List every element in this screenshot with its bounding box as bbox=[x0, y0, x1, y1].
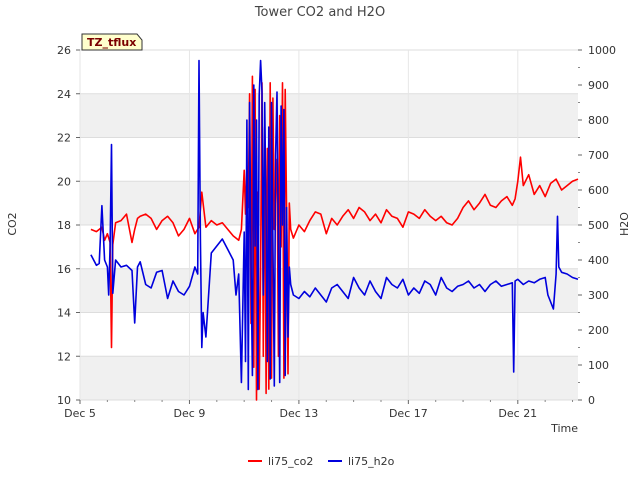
y-right-tick-label: 800 bbox=[588, 114, 609, 127]
legend-label-co2: li75_co2 bbox=[268, 455, 313, 468]
site-badge-box bbox=[81, 33, 143, 51]
y-left-tick-label: 22 bbox=[57, 132, 71, 145]
y-right-tick-label: 300 bbox=[588, 289, 609, 302]
y-right-tick-label: 900 bbox=[588, 79, 609, 92]
site-badge-label: TZ_tflux bbox=[87, 36, 136, 49]
chart-title: Tower CO2 and H2O bbox=[254, 5, 385, 20]
y-right-tick-label: 200 bbox=[588, 324, 609, 337]
x-tick-label: Dec 17 bbox=[389, 407, 428, 420]
grid-bands bbox=[80, 93, 578, 400]
y-left-tick-label: 16 bbox=[57, 263, 71, 276]
y-right-tick-label: 0 bbox=[588, 394, 595, 407]
y-right-tick-label: 600 bbox=[588, 184, 609, 197]
x-axis-label: Time bbox=[550, 422, 578, 435]
y-left-tick-label: 14 bbox=[57, 307, 71, 320]
axes: 10 12 14 16 18 20 22 24 26 0 100 200 300 400 500 600 700… bbox=[57, 44, 616, 420]
y-left-tick-label: 12 bbox=[57, 350, 71, 363]
y-right-tick-label: 500 bbox=[588, 219, 609, 232]
grid-band bbox=[80, 181, 578, 225]
y-left-tick-label: 20 bbox=[57, 175, 71, 188]
legend: li75_co2 li75_h2o bbox=[248, 455, 395, 468]
site-badge: TZ_tflux bbox=[81, 33, 143, 51]
y-axis-left-label: CO2 bbox=[6, 212, 19, 235]
x-tick-label: Dec 13 bbox=[280, 407, 319, 420]
grid-band bbox=[80, 356, 578, 400]
x-tick-label: Dec 5 bbox=[64, 407, 96, 420]
y-left-tick-label: 10 bbox=[57, 394, 71, 407]
x-tick-label: Dec 21 bbox=[498, 407, 537, 420]
series-line-li75_h2o bbox=[90, 59, 579, 391]
series-layer bbox=[90, 59, 579, 401]
y-left-tick-label: 18 bbox=[57, 219, 71, 232]
y-right-tick-label: 100 bbox=[588, 359, 609, 372]
y-left-tick-label: 24 bbox=[57, 88, 71, 101]
legend-label-h2o: li75_h2o bbox=[348, 455, 395, 468]
y-left-tick-label: 26 bbox=[57, 44, 71, 57]
grid-band bbox=[80, 93, 578, 138]
y-right-tick-label: 400 bbox=[588, 254, 609, 267]
y-right-tick-label: 700 bbox=[588, 149, 609, 162]
y-right-tick-label: 1000 bbox=[588, 44, 616, 57]
y-axis-right-label: H2O bbox=[618, 212, 631, 236]
x-tick-label: Dec 9 bbox=[174, 407, 206, 420]
